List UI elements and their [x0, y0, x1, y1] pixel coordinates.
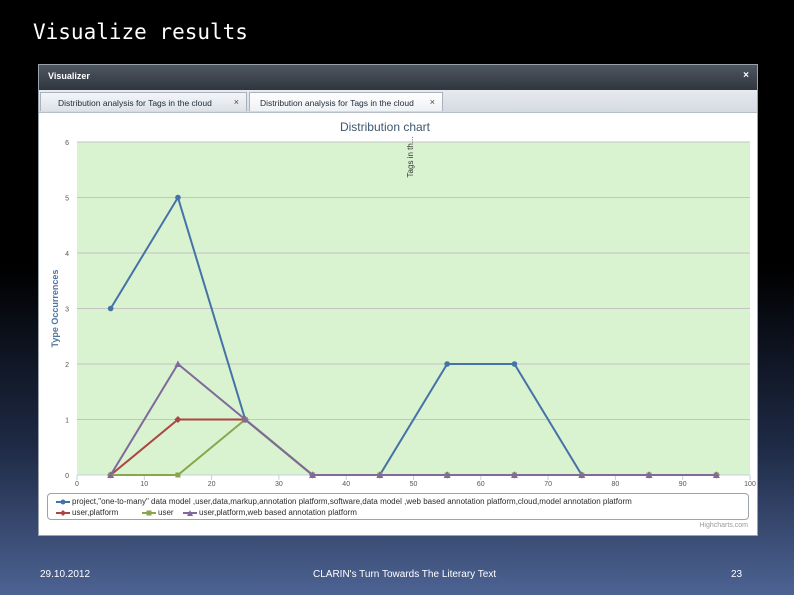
y-tick-label: 2: [65, 362, 69, 369]
x-tick-label: 10: [140, 481, 148, 488]
legend-label: user: [158, 508, 174, 517]
legend-swatch: [183, 510, 197, 516]
series-4: [107, 360, 720, 478]
data-point: [174, 416, 182, 423]
data-point: [107, 471, 115, 478]
close-icon[interactable]: ×: [743, 70, 749, 81]
y-tick-label: 1: [65, 418, 69, 425]
legend-swatch: [56, 499, 70, 505]
data-point: [175, 472, 181, 478]
tab-label: Distribution analysis for Tags in the cl…: [58, 98, 212, 108]
data-point: [645, 471, 653, 478]
x-tick-label: 60: [477, 481, 485, 488]
x-tick-label: 20: [208, 481, 216, 488]
tab-distribution-analysis-2[interactable]: Distribution analysis for Tags in the cl…: [249, 92, 443, 111]
chart-credit-link[interactable]: Highcharts.com: [699, 522, 748, 529]
x-tick-label: 0: [75, 481, 79, 488]
footer-date: 29.10.2012: [40, 569, 91, 580]
tab-close-icon[interactable]: ×: [233, 97, 239, 107]
x-tick-label: 50: [410, 481, 418, 488]
visualizer-window: Visualizer × Distribution analysis for T…: [38, 64, 758, 536]
y-tick-label: 6: [65, 140, 69, 147]
x-tick-label: 40: [342, 481, 350, 488]
data-point: [241, 416, 249, 423]
page-number: 23: [731, 569, 743, 580]
legend-swatch: [56, 510, 70, 516]
window-titlebar: Visualizer ×: [39, 65, 757, 90]
legend-label: project,"one-to-many" data model ,user,d…: [72, 497, 632, 506]
y-tick-label: 5: [65, 196, 69, 203]
tab-close-icon[interactable]: ×: [429, 97, 435, 107]
y-axis-label: Type Occurrences: [50, 270, 60, 348]
data-point: [510, 471, 518, 478]
y-tick-label: 4: [65, 251, 69, 258]
slide-title: Visualize results: [33, 20, 248, 44]
x-tick-label: 90: [679, 481, 687, 488]
data-point: [444, 361, 450, 367]
x-tick-label: 80: [612, 481, 620, 488]
chart-legend: project,"one-to-many" data model ,user,d…: [47, 493, 749, 520]
data-point: [712, 471, 720, 478]
data-point: [376, 471, 384, 478]
data-point: [175, 194, 181, 201]
distribution-chart: 0 1 2 3 4 5 6 0 10 20 30 40 50 60 70 80 90 100 Distributi…: [39, 113, 757, 536]
data-point: [309, 471, 317, 478]
legend-swatch: [142, 510, 156, 516]
y-tick-label: 0: [65, 473, 69, 480]
data-point: [107, 305, 114, 312]
series-line: [109, 362, 717, 476]
data-point: [578, 471, 586, 478]
footer-title: CLARIN's Turn Towards The Literary Text: [313, 569, 497, 580]
x-tick-label: 30: [275, 481, 283, 488]
series-layer: [107, 194, 720, 479]
tab-distribution-analysis-1[interactable]: Distribution analysis for Tags in the cl…: [40, 92, 247, 111]
legend-label: user,platform,web based annotation platf…: [199, 508, 357, 517]
data-point: [174, 360, 182, 367]
window-title: Visualizer: [48, 71, 90, 81]
x-tick-label: 100: [744, 481, 756, 488]
tab-strip: Distribution analysis for Tags in the cl…: [39, 90, 757, 113]
data-point: [443, 471, 451, 478]
x-tick-label: 70: [544, 481, 552, 488]
data-point: [511, 361, 518, 367]
chart-title: Distribution chart: [340, 120, 431, 134]
rotated-axis-label: Tags in th...: [406, 137, 415, 178]
legend-label: user,platform: [72, 508, 119, 517]
tab-label: Distribution analysis for Tags in the cl…: [260, 98, 414, 108]
y-tick-label: 3: [65, 307, 69, 314]
